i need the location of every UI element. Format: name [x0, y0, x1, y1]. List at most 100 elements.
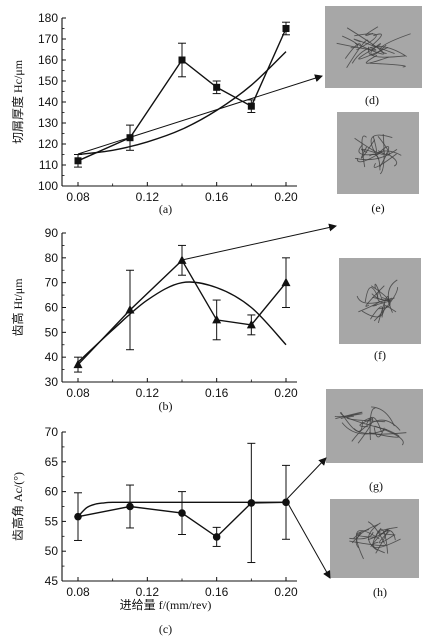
chip-strand	[372, 136, 377, 152]
x-axis-label: 进给量 f/(mm/rev)	[120, 598, 212, 612]
x-tick-label: 0.08	[66, 585, 90, 599]
chip-strand	[369, 153, 381, 171]
y-tick-label: 50	[45, 325, 59, 339]
chip-strand	[368, 44, 387, 56]
chip-strand	[353, 428, 407, 435]
fit-curve	[77, 281, 287, 363]
chip-strand	[367, 528, 390, 541]
chip-strand	[372, 300, 392, 307]
y-tick-label: 160	[38, 53, 58, 67]
x-tick-label: 0.12	[136, 386, 160, 400]
chip-strand	[353, 38, 395, 54]
chip-strand	[358, 44, 389, 60]
y-tick-label: 110	[39, 158, 58, 172]
x-tick-label: 0.12	[136, 585, 160, 599]
chip-photo: (e)	[337, 112, 419, 215]
data-point	[178, 56, 186, 64]
y-tick-label: 70	[45, 276, 59, 290]
data-point	[281, 277, 291, 287]
y-tick-label: 120	[38, 137, 58, 151]
y-axis-label: 齿高 Ht/μm	[10, 278, 25, 337]
pointer-arrow	[181, 223, 337, 261]
chip-strand	[371, 293, 395, 301]
chip-strand	[370, 285, 391, 310]
x-tick-label: 0.08	[66, 386, 90, 400]
y-tick-label: 170	[38, 32, 58, 46]
data-point	[213, 83, 221, 91]
chip-strand	[374, 528, 389, 554]
data-point	[126, 502, 134, 511]
data-point	[178, 509, 186, 517]
y-tick-label: 150	[38, 74, 58, 88]
chip-strand	[355, 530, 380, 560]
chip-strand	[374, 283, 383, 300]
chip-strand	[344, 43, 362, 59]
chip-photo: (d)	[325, 6, 422, 107]
data-point	[212, 314, 222, 324]
data-point	[74, 157, 82, 165]
photo-label: (d)	[365, 93, 379, 107]
y-tick-label: 40	[45, 350, 59, 364]
data-point	[247, 102, 255, 110]
x-tick-label: 0.20	[274, 585, 298, 599]
data-point	[246, 319, 256, 329]
y-tick-label: 50	[45, 544, 59, 558]
chip-strand	[368, 522, 381, 551]
y-tick-label: 45	[45, 574, 59, 588]
photo-label: (f)	[374, 348, 386, 362]
x-tick-label: 0.08	[66, 190, 90, 204]
fit-curve	[77, 51, 287, 156]
y-tick-label: 60	[45, 485, 59, 499]
chip-strand	[369, 407, 376, 441]
chip-strand	[385, 305, 397, 313]
x-tick-label: 0.12	[136, 190, 160, 204]
chip-strand	[349, 540, 386, 546]
panel-label: (a)	[159, 202, 172, 216]
chip-strand	[378, 526, 398, 536]
chip-strand	[334, 413, 363, 418]
photo-label: (h)	[373, 585, 387, 599]
pointer-arrow	[285, 457, 327, 501]
data-line	[77, 259, 287, 366]
y-tick-label: 100	[38, 179, 58, 193]
photo-label: (g)	[369, 479, 383, 493]
chip-strand	[365, 285, 385, 307]
chip-strand	[351, 532, 362, 544]
chip-strand	[361, 148, 377, 154]
chip-strand	[371, 406, 395, 427]
x-tick-label: 0.16	[205, 190, 229, 204]
chip-strand	[361, 303, 385, 318]
y-tick-label: 55	[45, 514, 59, 528]
y-tick-label: 80	[45, 251, 59, 265]
y-tick-label: 70	[45, 425, 59, 439]
chip-strand	[378, 146, 390, 168]
photo-background	[326, 389, 423, 463]
chart-panel: 100 110 120 130 140 150 160 170 180 0.08 0.12 0.16 0…	[10, 11, 298, 216]
chip-strand	[360, 139, 376, 159]
data-point	[282, 25, 290, 32]
chip-strand	[349, 531, 374, 540]
x-tick-label: 0.16	[205, 585, 229, 599]
chip-photo: (g)	[326, 389, 423, 493]
chip-photo: (f)	[339, 258, 421, 362]
chip-strand	[361, 135, 367, 168]
y-tick-label: 90	[45, 226, 59, 240]
y-tick-label: 130	[38, 116, 58, 130]
chip-strand	[341, 422, 385, 435]
y-tick-label: 140	[38, 95, 58, 109]
chip-strand	[364, 287, 379, 303]
y-tick-label: 180	[38, 11, 58, 25]
panel-label: (b)	[159, 399, 173, 413]
x-tick-label: 0.20	[274, 386, 298, 400]
chart-panel: 30 40 50 60 70 80 90 0.08 0.12 0.16 0.20 齿高 Ht/μm (b…	[10, 226, 298, 413]
chip-photo: (h)	[330, 499, 419, 599]
chip-strand	[357, 417, 373, 444]
chip-strand	[365, 26, 379, 36]
chip-strand	[369, 62, 406, 68]
chip-strand	[377, 136, 390, 156]
x-tick-label: 0.20	[274, 190, 298, 204]
data-line	[77, 28, 287, 162]
chip-strand	[359, 418, 374, 428]
x-tick-label: 0.16	[205, 386, 229, 400]
